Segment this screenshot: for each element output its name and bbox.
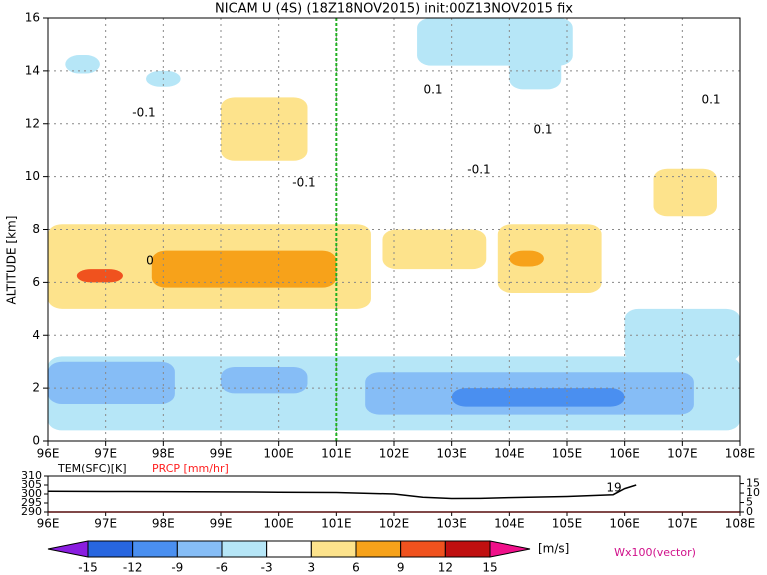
x-tick-label: 104E <box>494 447 525 461</box>
x-tick-label: 103E <box>436 517 467 531</box>
x-tick-label: 106E <box>609 447 640 461</box>
legend-label: TEM(SFC)[K] <box>57 462 127 475</box>
colorbar-box <box>221 540 268 558</box>
annotation: -0.1 <box>132 106 155 120</box>
colorbar-box <box>310 540 357 558</box>
colorbar-label: 3 <box>308 561 316 575</box>
y-axis-label: ALTITUDE [km] <box>5 216 19 305</box>
x-tick-label: 96E <box>37 517 60 531</box>
x-tick-label: 102E <box>379 517 410 531</box>
y-tick-label: 6 <box>32 275 40 289</box>
shaded-region <box>509 44 562 90</box>
x-tick-label: 103E <box>436 447 467 461</box>
x-tick-label: 102E <box>379 447 410 461</box>
colorbar-label: 15 <box>482 561 497 575</box>
shaded-region <box>509 250 544 267</box>
x-tick-label: 108E <box>725 447 756 461</box>
shaded-region <box>624 308 740 362</box>
annotation: 0.1 <box>701 93 720 107</box>
colorbar-box <box>87 540 134 558</box>
x-tick-label: 98E <box>152 517 175 531</box>
colorbar-label: 12 <box>438 561 453 575</box>
colorbar-unit: [m/s] <box>538 542 569 556</box>
annotation: 0.1 <box>423 83 442 97</box>
shaded-region <box>451 388 625 407</box>
y-tick-label: 295 <box>21 496 42 509</box>
series-line <box>47 484 637 500</box>
y-tick-label: 290 <box>21 505 42 518</box>
y-tick-label: 12 <box>25 116 40 130</box>
y-tick-label: 0 <box>32 434 40 448</box>
y2-tick-label: 10 <box>746 486 760 499</box>
x-tick-label: 101E <box>321 517 352 531</box>
x-tick-label: 100E <box>263 447 294 461</box>
y-tick-label: 300 <box>21 487 42 500</box>
y-tick-label: 4 <box>32 328 40 342</box>
x-tick-label: 107E <box>667 447 698 461</box>
colorbar-box <box>400 540 446 558</box>
colorbar-label: -6 <box>216 561 228 575</box>
shaded-region <box>382 229 487 270</box>
x-tick-label: 107E <box>667 517 698 531</box>
annotation: 0 <box>146 254 154 268</box>
x-tick-label: 97E <box>94 517 117 531</box>
colorbar-box <box>132 540 178 558</box>
chart-title: NICAM U (4S) (18Z18NOV2015) init:00Z13NO… <box>215 2 573 17</box>
colorbar-label: 9 <box>397 561 405 575</box>
x-tick-label: 96E <box>37 447 60 461</box>
y-tick-label: 2 <box>32 381 40 395</box>
x-tick-label: 106E <box>609 517 640 531</box>
x-tick-label: 99E <box>210 517 233 531</box>
colorbar-label: -12 <box>123 561 143 575</box>
x-tick-label: 101E <box>321 447 352 461</box>
y2-tick-label: 5 <box>746 496 753 509</box>
annotation: 0.1 <box>533 123 552 137</box>
sub-frame <box>47 475 741 513</box>
shaded-region <box>221 97 308 161</box>
x-tick-label: 108E <box>725 517 756 531</box>
x-tick-label: 97E <box>94 447 117 461</box>
colorbar-label: -15 <box>78 561 98 575</box>
y-tick-label: 10 <box>25 169 40 183</box>
y-tick-label: 8 <box>32 222 40 236</box>
colorbar-box <box>266 540 312 558</box>
shaded-region <box>221 366 308 394</box>
plot-frame <box>47 17 741 442</box>
x-tick-label: 98E <box>152 447 175 461</box>
vector-label: Wx100(vector) <box>614 546 696 559</box>
y-tick-label: 305 <box>21 478 42 491</box>
x-tick-label: 105E <box>552 517 583 531</box>
colorbar-box <box>355 540 402 558</box>
y-tick-label: 14 <box>25 63 40 77</box>
x-tick-label: 99E <box>210 447 233 461</box>
colorbar-box <box>444 540 491 558</box>
annotation: -0.1 <box>292 176 315 190</box>
x-tick-label: 105E <box>552 447 583 461</box>
shaded-region <box>653 168 717 217</box>
y2-tick-label: 0 <box>746 505 753 518</box>
shaded-region <box>76 269 123 283</box>
y-tick-label: 310 <box>21 469 42 482</box>
shaded-region <box>65 55 100 74</box>
legend-label: PRCP [mm/hr] <box>152 462 229 475</box>
colorbar-high <box>489 540 531 558</box>
shaded-region <box>48 361 175 404</box>
colorbar-label: -9 <box>171 561 183 575</box>
colorbar-box <box>176 540 223 558</box>
x-tick-label: 100E <box>263 517 294 531</box>
y-tick-label: 16 <box>25 11 40 25</box>
annotation: -0.1 <box>467 163 490 177</box>
shaded-region <box>151 250 337 288</box>
x-tick-label: 104E <box>494 517 525 531</box>
colorbar-label: 6 <box>352 561 360 575</box>
colorbar-label: -3 <box>261 561 273 575</box>
shaded-region <box>497 224 602 293</box>
y2-tick-label: 15 <box>746 477 760 490</box>
annotation: 19 <box>606 481 621 495</box>
colorbar-low <box>47 540 89 558</box>
